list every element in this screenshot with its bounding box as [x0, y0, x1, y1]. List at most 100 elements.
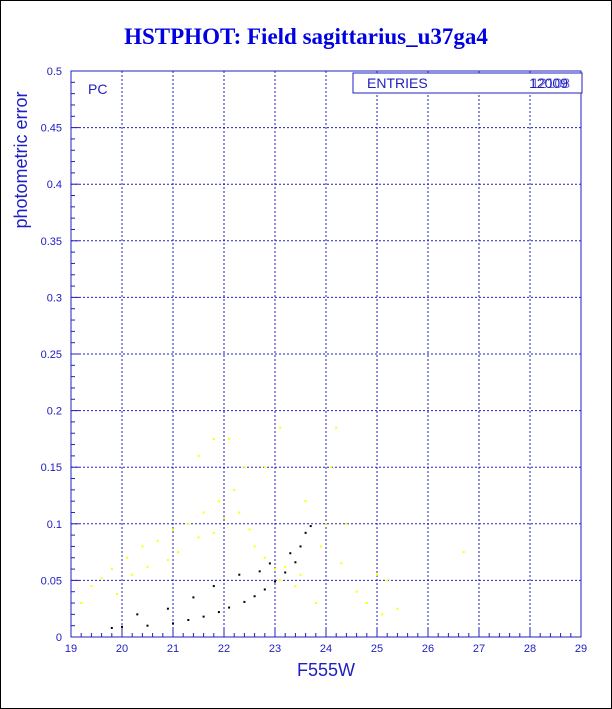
black-point: [187, 619, 190, 622]
yellow-point: [212, 437, 215, 440]
x-tick-label: 25: [371, 643, 383, 655]
black-point: [258, 570, 261, 573]
yellow-point: [386, 579, 389, 582]
x-tick-label: 23: [269, 643, 281, 655]
yellow-point: [330, 466, 333, 469]
yellow-point: [131, 573, 134, 576]
yellow-point: [126, 556, 129, 559]
x-tick-label: 21: [167, 643, 179, 655]
yellow-point: [197, 454, 200, 457]
yellow-point: [110, 568, 113, 571]
yellow-point: [141, 545, 144, 548]
stat-box-label: ENTRIES: [367, 75, 428, 91]
x-tick-label: 26: [422, 643, 434, 655]
yellow-point: [228, 437, 231, 440]
yellow-point: [462, 551, 465, 554]
black-point: [121, 625, 123, 628]
y-tick-label: 0.25: [41, 349, 62, 361]
yellow-point: [325, 522, 327, 525]
yellow-point: [100, 577, 103, 580]
yellow-point: [243, 466, 246, 469]
yellow-point: [233, 488, 236, 491]
black-point: [110, 626, 113, 629]
yellow-point: [166, 559, 169, 562]
yellow-point: [263, 556, 266, 559]
black-point: [228, 606, 231, 609]
yellow-point: [172, 528, 174, 531]
y-tick-label: 0: [56, 632, 62, 644]
y-tick-label: 0.3: [47, 292, 62, 304]
yellow-point: [345, 522, 348, 525]
yellow-point: [294, 585, 297, 588]
yellow-point: [80, 602, 83, 605]
x-tick-label: 19: [65, 643, 77, 655]
y-tick-label: 0.1: [47, 519, 62, 531]
yellow-point: [238, 511, 241, 514]
yellow-point: [90, 585, 93, 588]
yellow-point: [253, 545, 256, 548]
x-tick-label: 28: [524, 643, 536, 655]
x-tick-label: 22: [218, 643, 230, 655]
black-point: [284, 571, 287, 574]
yellow-point: [355, 590, 358, 593]
x-axis-title: F555W: [297, 660, 355, 680]
yellow-point: [187, 522, 190, 525]
x-tick-label: 27: [473, 643, 485, 655]
yellow-point: [340, 562, 343, 565]
black-point: [263, 588, 266, 591]
yellow-point: [365, 602, 368, 605]
yellow-point: [335, 426, 338, 429]
y-tick-label: 0.2: [47, 406, 62, 418]
grid-lines: [71, 71, 581, 637]
yellow-point: [284, 565, 287, 568]
yellow-point: [274, 568, 276, 571]
yellow-point: [319, 545, 322, 548]
x-tick-label: 29: [575, 643, 587, 655]
yellow-point: [396, 607, 399, 610]
stat-box-value-1: 12009: [529, 75, 568, 91]
black-point: [243, 600, 246, 603]
x-tick-label: 20: [116, 643, 128, 655]
black-point: [172, 622, 174, 625]
yellow-point: [263, 466, 266, 469]
yellow-point: [156, 539, 159, 542]
yellow-point: [146, 565, 149, 568]
black-point: [217, 611, 220, 614]
y-tick-label: 0.05: [41, 575, 62, 587]
yellow-point: [212, 531, 215, 534]
y-tick-label: 0.4: [47, 179, 62, 191]
black-point: [304, 531, 307, 534]
y-tick-label: 0.5: [47, 66, 62, 78]
black-point: [299, 545, 302, 548]
y-tick-label: 0.35: [41, 236, 62, 248]
stat-box: ENTRIES 12009 12108: [352, 72, 583, 94]
yellow-point: [279, 579, 282, 582]
yellow-point: [279, 426, 282, 429]
stat-box-value-2: 12108: [531, 75, 570, 91]
black-point: [274, 580, 276, 583]
yellow-point: [177, 551, 180, 554]
yellow-point: [304, 500, 307, 503]
yellow-point: [197, 536, 200, 539]
black-point: [253, 595, 256, 598]
chart-title: HSTPHOT: Field sagittarius_u37ga4: [124, 24, 488, 49]
black-point: [289, 552, 292, 555]
black-point: [192, 596, 195, 599]
y-axis-title: photometric error: [11, 91, 31, 228]
axis-ticks: [70, 70, 582, 638]
axis-tick-labels: 19 20 21 22 23 24 25 26 27 28 29 0 0.05 0.1 0.15 0.2 0.2…: [41, 66, 588, 655]
x-tick-label: 24: [320, 643, 332, 655]
black-point: [238, 573, 241, 576]
yellow-point: [376, 573, 378, 576]
black-point: [294, 561, 297, 564]
black-point: [146, 624, 149, 627]
y-tick-label: 0.15: [41, 462, 62, 474]
black-point: [202, 615, 205, 618]
yellow-point: [115, 592, 118, 595]
black-point: [268, 562, 271, 565]
series-yellow-points: [80, 426, 465, 616]
yellow-point: [202, 511, 205, 514]
y-tick-label: 0.45: [41, 123, 62, 135]
yellow-point: [314, 602, 317, 605]
